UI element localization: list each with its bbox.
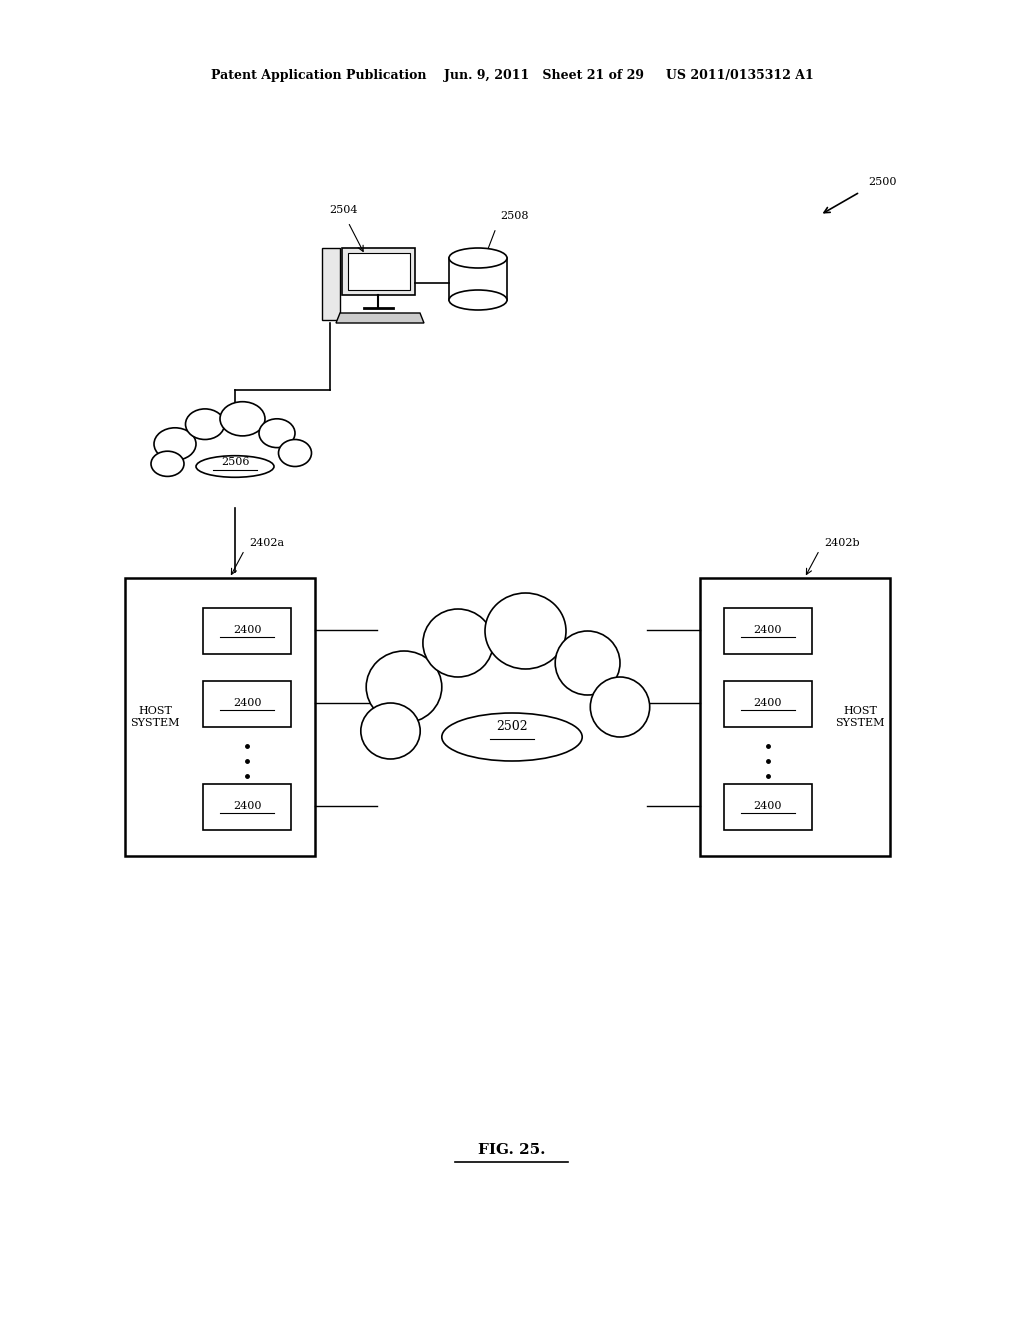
- Text: 2502: 2502: [497, 721, 527, 734]
- Text: 2400: 2400: [754, 801, 782, 810]
- Bar: [203, 609, 291, 653]
- Text: 2400: 2400: [232, 801, 261, 810]
- Ellipse shape: [449, 290, 507, 310]
- Polygon shape: [336, 313, 424, 323]
- Text: Patent Application Publication    Jun. 9, 2011   Sheet 21 of 29     US 2011/0135: Patent Application Publication Jun. 9, 2…: [211, 69, 813, 82]
- Ellipse shape: [185, 409, 224, 440]
- Text: 2504: 2504: [330, 205, 358, 215]
- Ellipse shape: [423, 609, 494, 677]
- Text: 2500: 2500: [868, 177, 896, 187]
- Text: FIG. 25.: FIG. 25.: [478, 1143, 546, 1158]
- Text: 2508: 2508: [500, 211, 528, 220]
- Ellipse shape: [196, 455, 274, 478]
- Bar: [724, 609, 812, 653]
- Ellipse shape: [220, 401, 265, 436]
- Polygon shape: [322, 248, 340, 319]
- Ellipse shape: [449, 248, 507, 268]
- Text: HOST
SYSTEM: HOST SYSTEM: [130, 706, 180, 727]
- Ellipse shape: [441, 713, 583, 762]
- Polygon shape: [342, 248, 415, 294]
- Text: 2400: 2400: [232, 698, 261, 708]
- Text: 2400: 2400: [754, 624, 782, 635]
- Bar: [724, 784, 812, 830]
- Bar: [203, 784, 291, 830]
- Ellipse shape: [555, 631, 620, 696]
- Bar: [125, 578, 315, 855]
- Polygon shape: [348, 253, 410, 290]
- Text: 2402a: 2402a: [250, 539, 285, 548]
- Text: 2400: 2400: [232, 624, 261, 635]
- Bar: [724, 681, 812, 727]
- Ellipse shape: [279, 440, 311, 466]
- Ellipse shape: [259, 418, 295, 447]
- Bar: [700, 578, 890, 855]
- Bar: [203, 681, 291, 727]
- Text: 2402b: 2402b: [824, 539, 860, 548]
- Ellipse shape: [590, 677, 649, 737]
- Ellipse shape: [151, 451, 184, 477]
- Ellipse shape: [367, 651, 441, 723]
- Ellipse shape: [485, 593, 566, 669]
- Text: 2506: 2506: [221, 457, 249, 467]
- Text: HOST
SYSTEM: HOST SYSTEM: [836, 706, 885, 727]
- Ellipse shape: [154, 428, 196, 461]
- Text: 2400: 2400: [754, 698, 782, 708]
- Ellipse shape: [360, 704, 420, 759]
